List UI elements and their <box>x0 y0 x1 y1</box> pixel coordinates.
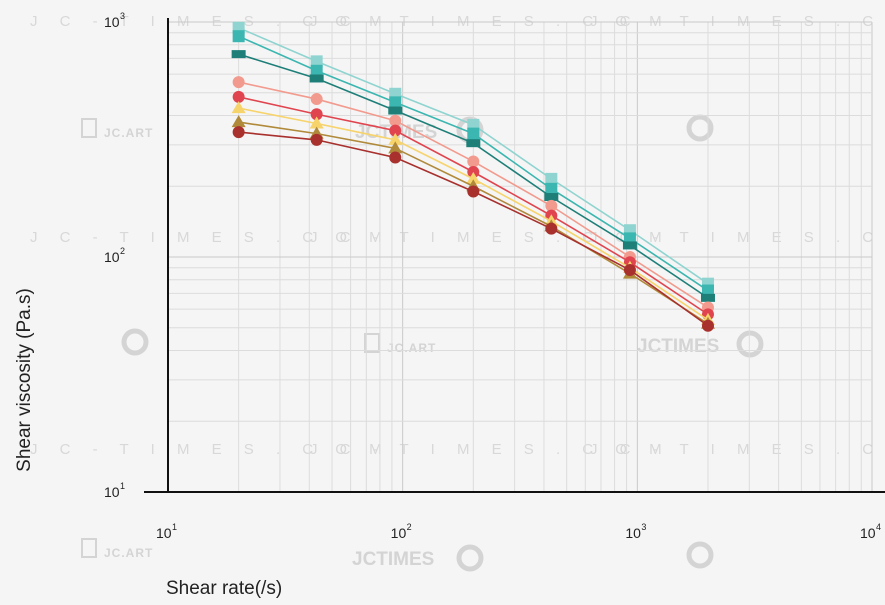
data-point-circle <box>545 222 558 235</box>
data-point-dash <box>622 241 637 250</box>
series-layer <box>231 21 715 332</box>
y-tick-label: 10 <box>104 14 120 30</box>
data-point-circle <box>232 126 245 139</box>
data-point-circle <box>389 124 402 137</box>
data-point-square <box>232 30 245 43</box>
y-tick-exponent: 1 <box>120 481 125 491</box>
watermark-brand-text: JCTIMES <box>637 336 719 357</box>
data-point-triangle <box>466 171 481 184</box>
x-tick-label: 10 <box>391 525 407 541</box>
watermark-times-text: J C - T I M E S . C O M <box>590 441 885 458</box>
watermark-times-text: J C - T I M E S . C O M <box>30 441 391 458</box>
brand-swirl-icon <box>456 544 484 572</box>
data-point-circle <box>232 76 245 89</box>
watermark-times-text: J C - T I M E S . C O M <box>310 441 671 458</box>
watermark-times-text: J C - T I M E S . C O M <box>30 229 391 246</box>
data-point-square <box>310 55 323 68</box>
data-point-circle <box>310 133 323 146</box>
data-point-square <box>310 64 323 77</box>
axis-layer: 10 1 10 2 10 3 10 410 110 210 3 <box>104 11 885 541</box>
x-tick-label: 10 <box>156 525 172 541</box>
jc-art-logo-icon <box>81 538 97 558</box>
data-point-dash <box>466 139 481 148</box>
data-point-circle <box>389 114 402 127</box>
watermark-art-text: JC.ART <box>104 546 153 560</box>
data-point-circle <box>389 151 402 164</box>
brand-swirl-icon <box>736 330 764 358</box>
watermark-art-text: JC.ART <box>104 126 153 140</box>
data-point-circle <box>623 264 636 277</box>
watermark-layer: J C - T I M E S . C O MJ C - T I M E S .… <box>30 13 885 572</box>
data-point-circle <box>701 319 714 332</box>
x-axis-title: Shear rate(/s) <box>166 578 282 599</box>
data-point-square <box>389 96 402 109</box>
brand-swirl-icon <box>686 541 714 569</box>
data-point-triangle <box>309 116 324 129</box>
y-tick-label: 10 <box>104 249 120 265</box>
data-point-square <box>467 127 480 140</box>
x-tick-exponent: 1 <box>172 522 177 532</box>
watermark-art-text: JC.ART <box>387 341 436 355</box>
data-point-square <box>545 172 558 185</box>
watermark-times-text: J C - T I M E S . C O M <box>310 229 671 246</box>
data-point-dash <box>700 293 715 302</box>
y-tick-label: 10 <box>104 484 120 500</box>
data-point-circle <box>310 108 323 121</box>
data-point-dash <box>309 74 324 83</box>
data-point-triangle <box>231 101 246 114</box>
x-tick-exponent: 2 <box>407 522 412 532</box>
data-point-circle <box>467 185 480 198</box>
data-point-circle <box>545 199 558 212</box>
y-tick-exponent: 2 <box>120 246 125 256</box>
data-point-square <box>545 182 558 195</box>
x-tick-exponent: 4 <box>876 522 881 532</box>
x-tick-label: 10 <box>625 525 641 541</box>
jc-art-logo-icon <box>81 118 97 138</box>
data-point-triangle <box>388 132 403 145</box>
data-point-triangle <box>231 115 246 128</box>
x-tick-label: 10 <box>860 525 876 541</box>
data-point-square <box>701 284 714 297</box>
x-tick-exponent: 3 <box>641 522 646 532</box>
brand-swirl-icon <box>121 328 149 356</box>
watermark-times-text: J C - T I M E S . C O M <box>590 229 885 246</box>
data-point-triangle <box>388 141 403 154</box>
data-point-square <box>623 232 636 245</box>
grid-layer <box>167 21 873 493</box>
data-point-dash <box>544 193 559 202</box>
data-point-dash <box>388 106 403 115</box>
data-point-dash <box>231 50 246 59</box>
y-axis-title: Shear viscosity (Pa.s) <box>14 288 35 472</box>
data-point-circle <box>232 90 245 103</box>
brand-swirl-icon <box>686 114 714 142</box>
y-tick-exponent: 3 <box>120 11 125 21</box>
data-point-circle <box>310 93 323 106</box>
watermark-brand-text: JCTIMES <box>352 549 434 570</box>
data-point-circle <box>467 155 480 168</box>
jc-art-logo-icon <box>364 333 380 353</box>
